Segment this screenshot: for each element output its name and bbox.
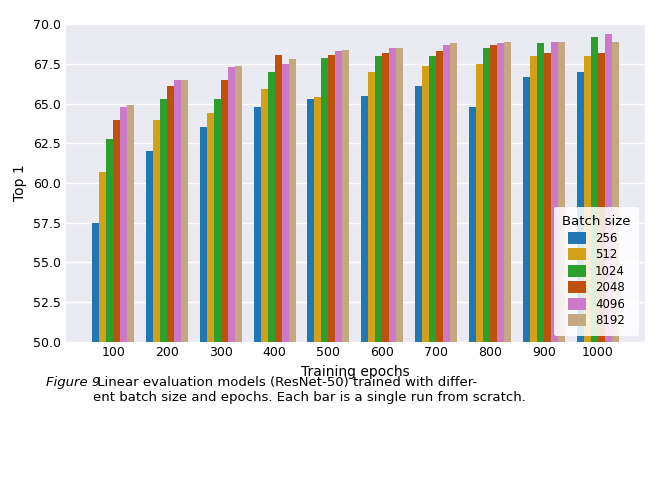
Bar [558, 42, 565, 342]
Bar [127, 105, 134, 342]
Bar [214, 99, 221, 342]
Bar [235, 65, 241, 342]
Bar [92, 223, 99, 342]
Bar [504, 42, 511, 342]
Bar [200, 127, 207, 342]
Bar [228, 67, 235, 342]
Y-axis label: Top 1: Top 1 [13, 164, 28, 202]
Bar [361, 96, 368, 342]
Bar [483, 48, 490, 342]
Bar [167, 86, 174, 342]
Bar [390, 48, 396, 342]
Bar [584, 56, 590, 342]
Bar [443, 45, 450, 342]
Bar [522, 77, 530, 342]
Bar [282, 64, 289, 342]
Bar [307, 99, 315, 342]
Bar [490, 45, 497, 342]
Bar [551, 42, 558, 342]
Bar [537, 43, 544, 342]
X-axis label: Training epochs: Training epochs [301, 365, 410, 379]
Bar [436, 51, 443, 342]
Bar [422, 65, 429, 342]
Bar [375, 56, 382, 342]
Bar [544, 53, 551, 342]
Bar [253, 107, 261, 342]
Bar [597, 53, 605, 342]
Bar [530, 56, 537, 342]
Bar [153, 120, 160, 342]
Bar [120, 107, 127, 342]
Bar [146, 151, 153, 342]
Bar [174, 80, 181, 342]
Bar [415, 86, 422, 342]
Legend: 256, 512, 1024, 2048, 4096, 8192: 256, 512, 1024, 2048, 4096, 8192 [554, 207, 639, 336]
Bar [450, 43, 457, 342]
Text: Linear evaluation models (ResNet-50) trained with differ-
ent batch size and epo: Linear evaluation models (ResNet-50) tra… [93, 376, 526, 404]
Bar [268, 72, 274, 342]
Bar [113, 120, 120, 342]
Bar [382, 53, 390, 342]
Bar [106, 139, 113, 342]
Bar [181, 80, 188, 342]
Bar [469, 107, 476, 342]
Bar [590, 37, 597, 342]
Bar [497, 43, 504, 342]
Bar [429, 56, 436, 342]
Bar [274, 55, 282, 342]
Bar [611, 42, 619, 342]
Bar [336, 51, 342, 342]
Bar [576, 72, 584, 342]
Bar [321, 58, 328, 342]
Bar [221, 80, 228, 342]
Bar [315, 97, 321, 342]
Bar [396, 48, 403, 342]
Bar [342, 50, 349, 342]
Bar [160, 99, 167, 342]
Bar [605, 34, 611, 342]
Bar [261, 89, 268, 342]
Text: Figure 9.: Figure 9. [46, 376, 105, 389]
Bar [207, 113, 214, 342]
Bar [99, 172, 106, 342]
Bar [476, 64, 483, 342]
Bar [328, 55, 336, 342]
Bar [289, 59, 295, 342]
Bar [368, 72, 375, 342]
